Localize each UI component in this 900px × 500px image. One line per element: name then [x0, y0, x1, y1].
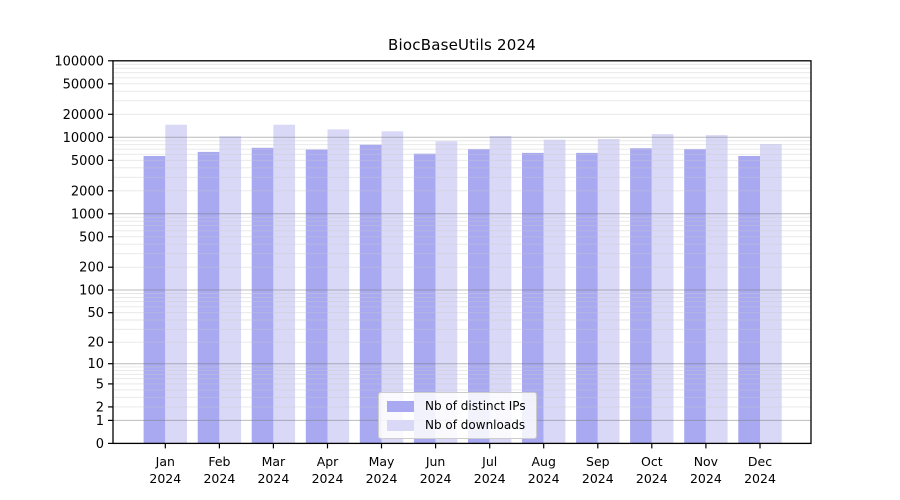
- bar-downloads-apr: [327, 129, 350, 444]
- bar-distinct-ips-mar: [251, 147, 274, 444]
- bar-distinct-ips-apr: [305, 149, 328, 444]
- x-tick-label-month: Sep: [586, 454, 610, 469]
- bar-downloads-sep: [597, 139, 620, 444]
- y-tick-label: 2: [96, 400, 104, 415]
- x-tick-label-year: 2024: [366, 471, 398, 486]
- x-tick-label-year: 2024: [528, 471, 560, 486]
- y-tick-label: 20: [87, 336, 104, 351]
- y-tick-label: 5000: [71, 154, 104, 169]
- bar-distinct-ips-may: [359, 144, 382, 444]
- x-tick-label-year: 2024: [203, 471, 235, 486]
- chart-title: BiocBaseUtils 2024: [388, 36, 536, 54]
- bar-downloads-mar: [273, 124, 296, 444]
- bar-downloads-may: [381, 131, 404, 444]
- x-tick-label-month: Jul: [481, 454, 497, 469]
- x-tick-label-year: 2024: [257, 471, 289, 486]
- legend-label-downloads: Nb of downloads: [425, 418, 526, 432]
- chart-legend: Nb of distinct IPs Nb of downloads: [378, 392, 537, 439]
- y-tick-label: 500: [79, 230, 104, 245]
- y-tick-label: 50000: [63, 77, 104, 92]
- bar-distinct-ips-dec: [738, 156, 760, 444]
- x-tick-label-year: 2024: [420, 471, 452, 486]
- x-tick-label-month: Mar: [262, 454, 286, 469]
- y-tick-label: 10000: [63, 131, 104, 146]
- legend-swatch-distinct-ips: [387, 400, 414, 412]
- x-tick-label-year: 2024: [312, 471, 344, 486]
- x-tick-label-month: Aug: [531, 454, 555, 469]
- bar-distinct-ips-jul: [468, 149, 490, 444]
- legend-item-distinct-ips: Nb of distinct IPs: [387, 399, 526, 413]
- bar-distinct-ips-feb: [197, 151, 220, 444]
- x-tick-label-month: Apr: [317, 454, 339, 469]
- y-tick-label: 100: [79, 284, 104, 299]
- y-tick-label: 2000: [71, 184, 104, 199]
- x-tick-label-month: May: [369, 454, 395, 469]
- bar-distinct-ips-nov: [684, 149, 706, 444]
- bar-downloads-dec: [760, 143, 782, 444]
- y-tick-label: 10: [87, 357, 104, 372]
- x-tick-label-year: 2024: [149, 471, 181, 486]
- bar-downloads-jun: [435, 141, 458, 444]
- bar-distinct-ips-sep: [576, 152, 598, 444]
- bar-distinct-ips-jan: [143, 156, 166, 444]
- x-tick-label-month: Nov: [694, 454, 719, 469]
- bar-distinct-ips-jun: [413, 153, 436, 444]
- x-tick-label-year: 2024: [474, 471, 506, 486]
- y-tick-label: 200: [79, 261, 104, 276]
- y-tick-label: 0: [96, 437, 104, 452]
- legend-item-downloads: Nb of downloads: [387, 418, 526, 432]
- legend-label-distinct-ips: Nb of distinct IPs: [425, 399, 526, 413]
- bar-distinct-ips-aug: [522, 152, 544, 444]
- y-tick-label: 1: [96, 414, 104, 429]
- y-tick-label: 5: [96, 377, 104, 392]
- bar-downloads-oct: [651, 134, 674, 444]
- bar-downloads-aug: [543, 139, 566, 444]
- y-tick-label: 50: [87, 306, 104, 321]
- y-tick-label: 20000: [63, 108, 104, 123]
- x-tick-label-month: Jun: [425, 454, 446, 469]
- x-tick-label-year: 2024: [636, 471, 668, 486]
- x-tick-label-year: 2024: [690, 471, 722, 486]
- x-tick-label-year: 2024: [582, 471, 614, 486]
- x-tick-label-month: Dec: [748, 454, 772, 469]
- x-tick-label-month: Feb: [208, 454, 230, 469]
- bar-distinct-ips-oct: [630, 148, 652, 444]
- y-tick-label: 100000: [54, 54, 104, 69]
- bar-downloads-jan: [165, 124, 187, 444]
- legend-swatch-downloads: [387, 419, 414, 431]
- plot-frame: [112, 60, 812, 445]
- x-tick-label-year: 2024: [744, 471, 776, 486]
- bar-downloads-nov: [705, 135, 728, 444]
- x-tick-label-month: Jan: [155, 454, 175, 469]
- y-tick-label: 1000: [71, 207, 104, 222]
- x-tick-label-month: Oct: [641, 454, 663, 469]
